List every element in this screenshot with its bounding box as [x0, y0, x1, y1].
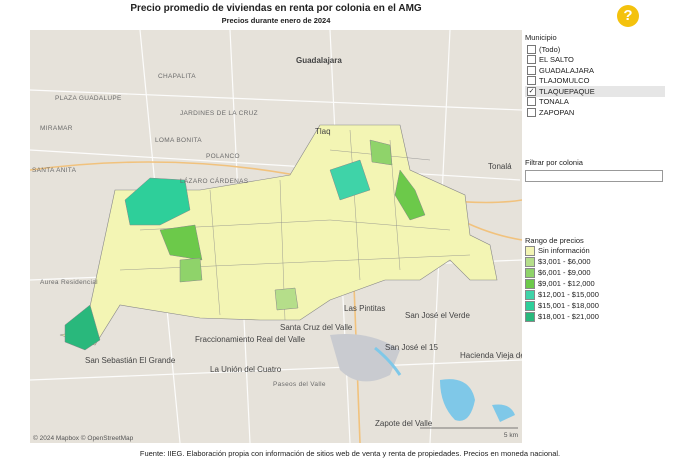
legend-swatch — [525, 267, 535, 278]
map-label: San José el 15 — [385, 343, 438, 352]
legend-label: $18,001 - $21,000 — [538, 312, 599, 321]
checkbox[interactable]: ✓ — [527, 86, 536, 96]
filter-label: Filtrar por colonia — [525, 158, 583, 167]
legend-title: Rango de precios — [525, 236, 584, 245]
legend-swatch — [525, 300, 535, 311]
legend-swatch — [525, 256, 535, 267]
colonia — [124, 177, 191, 226]
option-label: TLAQUEPAQUE — [539, 86, 595, 96]
map-label: Zapote del Valle — [375, 419, 433, 428]
map-label: Las Pintitas — [344, 304, 385, 313]
water — [374, 346, 402, 376]
legend-item: $3,001 - $6,000 — [525, 256, 665, 267]
colonias-area — [59, 124, 498, 346]
help-button[interactable]: ? — [617, 5, 639, 27]
legend-swatch — [525, 245, 535, 256]
legend-label: $9,001 - $12,000 — [538, 279, 595, 288]
colonia — [329, 159, 371, 201]
legend-items: Sin información $3,001 - $6,000 $6,001 - $… — [525, 245, 665, 322]
legend-item: $15,001 - $18,000 — [525, 300, 665, 311]
legend-item: Sin información — [525, 245, 665, 256]
option-label: TONALA — [539, 97, 569, 107]
option-label: GUADALAJARA — [539, 65, 595, 75]
map-label: Tonalá — [488, 162, 512, 171]
legend-label: Sin información — [538, 246, 590, 255]
legend: Rango de precios Sin información $3,001 -… — [525, 236, 665, 322]
filter-option[interactable]: TLAJOMULCO — [525, 76, 665, 87]
checkbox[interactable] — [527, 44, 536, 54]
map-label: SANTA ANITA — [32, 167, 77, 174]
map-label: San José el Verde — [405, 311, 470, 320]
legend-item: $6,001 - $9,000 — [525, 267, 665, 278]
title: Precio promedio de viviendas en renta po… — [130, 3, 422, 14]
legend-item: $18,001 - $21,000 — [525, 311, 665, 322]
attribution: © 2024 Mapbox © OpenStreetMap — [33, 434, 134, 442]
water — [492, 404, 515, 422]
colonia — [179, 257, 203, 283]
option-label: TLAJOMULCO — [539, 76, 590, 86]
subtitle: Precios durante enero de 2024 — [221, 16, 331, 25]
scale-label: 5 km — [504, 432, 518, 439]
checkbox[interactable] — [527, 97, 536, 107]
map-label: JARDINES DE LA CRUZ — [180, 110, 258, 117]
filter-option[interactable]: TONALA — [525, 97, 665, 108]
option-label: ZAPOPAN — [539, 107, 575, 117]
map-label: CHAPALITA — [158, 73, 196, 80]
municipio-filter: Municipio (Todo) EL SALTO GUADALAJARA TLAJO… — [525, 33, 665, 118]
filter-option[interactable]: ZAPOPAN — [525, 107, 665, 118]
options: (Todo) EL SALTO GUADALAJARA TLAJOMULCO ✓ TLAQ… — [525, 44, 665, 118]
colonia — [274, 287, 299, 311]
map-label: MIRAMAR — [40, 125, 73, 132]
checkbox[interactable] — [527, 65, 536, 75]
map-label: Paseos del Valle — [273, 381, 326, 388]
map-label: San Sebastián El Grande — [85, 356, 176, 365]
option-label: (Todo) — [539, 44, 561, 54]
filter-option[interactable]: (Todo) — [525, 44, 665, 55]
colonia — [159, 224, 203, 261]
legend-item: $12,001 - $15,000 — [525, 289, 665, 300]
colonia-filter: Filtrar por colonia — [525, 158, 665, 182]
map-label: Tlaq — [315, 127, 331, 136]
legend-swatch — [525, 278, 535, 289]
map-label: La Unión del Cuatro — [210, 365, 282, 374]
filter-option[interactable]: ✓ TLAQUEPAQUE — [525, 86, 665, 97]
legend-label: $3,001 - $6,000 — [538, 257, 591, 266]
map-label: POLANCO — [206, 153, 240, 160]
map-label: Santa Cruz del Valle — [280, 323, 353, 332]
map-label: LOMA BONITA — [155, 137, 202, 144]
checkbox[interactable] — [527, 107, 536, 117]
map-label: Hacienda Vieja del Castillo — [460, 351, 522, 360]
colonia — [64, 304, 101, 351]
checkbox[interactable] — [527, 76, 536, 86]
legend-item: $9,001 - $12,000 — [525, 278, 665, 289]
map-label: Guadalajara — [296, 56, 342, 65]
map-label: PLAZA GUADALUPE — [55, 95, 122, 102]
colonia — [369, 139, 393, 166]
legend-swatch — [525, 289, 535, 300]
map-label: LÁZARO CÁRDENAS — [180, 176, 249, 185]
water — [440, 379, 475, 421]
option-label: EL SALTO — [539, 55, 574, 65]
map-label: Fraccionamiento Real del Valle — [195, 335, 306, 344]
footer: Fuente: IIEG. Elaboración propia con inf… — [139, 449, 561, 458]
legend-label: $12,001 - $15,000 — [538, 290, 599, 299]
map-label: Aurea Residencial — [40, 279, 98, 286]
filter-label: Municipio — [525, 33, 557, 42]
filter-option[interactable]: EL SALTO — [525, 55, 665, 66]
map[interactable]: Guadalajara Tlaq Tonalá CHAPALITA PLAZA … — [30, 30, 522, 443]
colonia — [394, 169, 426, 221]
legend-label: $15,001 - $18,000 — [538, 301, 599, 310]
legend-label: $6,001 - $9,000 — [538, 268, 591, 277]
airport — [330, 334, 400, 382]
checkbox[interactable] — [527, 55, 536, 65]
filter-option[interactable]: GUADALAJARA — [525, 65, 665, 76]
legend-swatch — [525, 311, 535, 322]
search-input[interactable] — [525, 170, 663, 182]
